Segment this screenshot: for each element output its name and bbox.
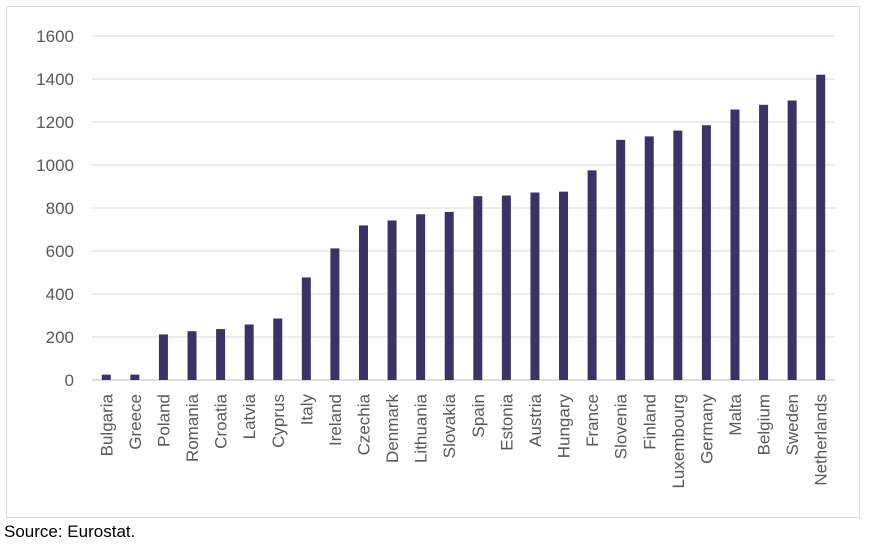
y-tick-label: 600 xyxy=(46,242,74,261)
y-tick-label: 1600 xyxy=(36,27,74,46)
x-tick-label: Slovenia xyxy=(612,393,631,459)
bar-hungary xyxy=(559,191,569,380)
x-tick-label: Slovakia xyxy=(440,393,459,458)
bar-belgium xyxy=(759,104,769,381)
x-tick-label: Estonia xyxy=(497,393,516,450)
x-tick-label: Cyprus xyxy=(269,394,288,448)
y-tick-label: 800 xyxy=(46,199,74,218)
x-tick-label: France xyxy=(583,394,602,447)
x-tick-label: Spain xyxy=(469,394,488,437)
bar-croatia xyxy=(216,329,226,380)
x-axis-tick-labels: Bulgaria Greece Poland Romania Croatia Latvia… xyxy=(97,393,830,488)
bar-denmark xyxy=(387,220,397,380)
x-tick-label: Bulgaria xyxy=(97,393,116,456)
chart-frame xyxy=(6,6,860,518)
bar-finland xyxy=(644,136,654,380)
x-tick-label: Czechia xyxy=(354,393,373,455)
gridlines xyxy=(92,35,835,381)
y-axis-tick-labels: 0 200 400 600 800 1000 1200 1400 1600 xyxy=(36,27,74,390)
bar-luxembourg xyxy=(673,130,683,380)
bar-germany xyxy=(701,125,711,380)
y-tick-label: 1200 xyxy=(36,113,74,132)
y-tick-label: 1000 xyxy=(36,156,74,175)
bar-greece xyxy=(130,374,140,380)
x-tick-label: Greece xyxy=(126,394,145,450)
bar-cyprus xyxy=(273,318,283,380)
x-tick-label: Hungary xyxy=(555,394,574,459)
y-tick-label: 1400 xyxy=(36,70,74,89)
bar-chart: 0 200 400 600 800 1000 1200 1400 1600 Bulgaria Gr… xyxy=(36,27,835,489)
bar-sweden xyxy=(787,100,797,380)
bar-italy xyxy=(301,277,311,380)
x-tick-label: Lithuania xyxy=(412,393,431,463)
bar-spain xyxy=(473,196,483,380)
x-tick-label: Austria xyxy=(526,393,545,446)
x-tick-label: Croatia xyxy=(212,393,231,448)
bar-bulgaria xyxy=(101,374,111,380)
bar-netherlands xyxy=(816,74,826,380)
x-tick-label: Belgium xyxy=(755,394,774,455)
x-tick-label: Netherlands xyxy=(812,394,831,486)
bar-slovenia xyxy=(616,139,626,380)
bars xyxy=(101,74,826,381)
x-tick-label: Italy xyxy=(297,394,316,426)
bar-austria xyxy=(530,192,540,380)
x-tick-label: Latvia xyxy=(240,393,259,439)
bar-lithuania xyxy=(416,214,426,380)
y-tick-label: 0 xyxy=(65,371,74,390)
bar-latvia xyxy=(244,324,254,380)
bar-ireland xyxy=(330,248,340,380)
bar-slovakia xyxy=(444,211,454,380)
bar-france xyxy=(587,170,597,380)
y-tick-label: 400 xyxy=(46,285,74,304)
x-tick-label: Poland xyxy=(154,394,173,447)
x-tick-label: Finland xyxy=(640,394,659,450)
x-tick-label: Denmark xyxy=(383,394,402,463)
x-tick-label: Malta xyxy=(726,393,745,435)
bar-romania xyxy=(187,331,197,380)
y-tick-label: 200 xyxy=(46,328,74,347)
x-tick-label: Luxembourg xyxy=(669,394,688,489)
source-note: Source: Eurostat. xyxy=(4,522,136,541)
bar-malta xyxy=(730,109,740,380)
x-tick-label: Sweden xyxy=(783,394,802,455)
bar-czechia xyxy=(358,225,368,380)
x-tick-label: Germany xyxy=(697,394,716,464)
x-tick-label: Romania xyxy=(183,393,202,462)
bar-estonia xyxy=(501,195,511,380)
x-tick-label: Ireland xyxy=(326,394,345,446)
bar-poland xyxy=(158,334,168,380)
